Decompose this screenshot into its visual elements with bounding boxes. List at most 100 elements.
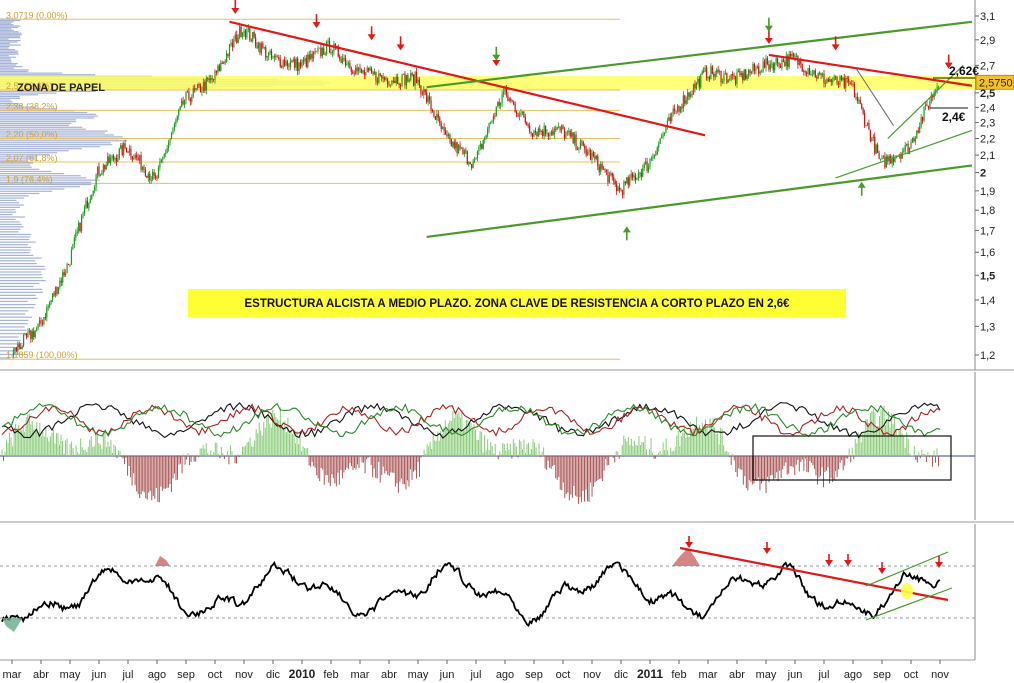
- candle-body: [736, 72, 738, 84]
- fib-label: 3,0719 (0,00%): [6, 10, 68, 20]
- x-tick-label: nov: [583, 669, 601, 681]
- candle-body: [639, 172, 641, 174]
- candle-body: [856, 96, 858, 101]
- candle-body: [766, 58, 769, 65]
- candle-body: [878, 152, 880, 159]
- candle-body: [117, 158, 119, 162]
- candle-body: [192, 88, 194, 97]
- candle-body: [771, 63, 773, 65]
- candle-body: [12, 350, 15, 356]
- volume-bar: [0, 119, 77, 121]
- candle-body: [492, 116, 494, 122]
- candle-body: [253, 32, 255, 38]
- candle-body: [591, 152, 593, 160]
- candle-body: [400, 85, 402, 86]
- candle-body: [227, 53, 229, 57]
- volume-bar: [0, 99, 11, 101]
- candle-body: [724, 72, 726, 75]
- momentum-panel: [0, 524, 976, 661]
- candle-body: [481, 144, 483, 149]
- candle-body: [750, 71, 753, 74]
- candle-body: [840, 76, 842, 80]
- volume-bar: [0, 41, 18, 43]
- candle-body: [411, 73, 413, 75]
- candle-body: [598, 166, 600, 173]
- candle-body: [539, 128, 541, 132]
- volume-bar: [0, 72, 63, 74]
- volume-bar: [0, 343, 23, 345]
- y-tick-label: 1,8: [980, 205, 995, 217]
- x-tick-label: jul: [817, 669, 829, 681]
- candle-body: [745, 69, 747, 79]
- candle-body: [656, 147, 658, 155]
- candle-body: [340, 59, 342, 63]
- volume-bar: [0, 22, 12, 24]
- candle-body: [149, 173, 151, 181]
- candle-body: [571, 132, 573, 137]
- x-tick-label: nov: [931, 669, 949, 681]
- candle-body: [806, 72, 808, 74]
- x-tick-label: may: [408, 669, 429, 681]
- candle-body: [468, 162, 470, 164]
- candle-body: [721, 81, 724, 83]
- candle-body: [140, 155, 142, 170]
- candle-body: [542, 131, 544, 137]
- candle-body: [101, 172, 103, 176]
- candle-body: [81, 216, 83, 232]
- candle-body: [524, 116, 526, 123]
- candle-body: [65, 273, 67, 276]
- candle-body: [159, 161, 161, 168]
- candle-body: [49, 302, 51, 307]
- volume-bar: [0, 134, 114, 136]
- candle-body: [807, 68, 809, 74]
- y-tick-label: 2,2: [980, 133, 995, 145]
- candle-body: [221, 62, 223, 64]
- volume-bar: [0, 226, 24, 228]
- candle-body: [794, 56, 796, 58]
- candle-body: [936, 86, 938, 91]
- candle-body: [508, 98, 510, 101]
- candle-body: [427, 96, 429, 103]
- candle-body: [270, 50, 273, 59]
- candle-body: [295, 58, 297, 68]
- candle-body: [655, 154, 657, 156]
- candle-body: [836, 77, 838, 84]
- candle-body: [343, 57, 345, 59]
- candle-body: [305, 58, 307, 67]
- candle-body: [375, 71, 377, 81]
- candle-body: [313, 51, 315, 59]
- volume-bar: [0, 53, 19, 55]
- volume-bar: [0, 113, 96, 115]
- candle-body: [708, 76, 711, 80]
- candle-body: [255, 37, 257, 46]
- candle-body: [560, 125, 563, 131]
- candle-body: [54, 287, 57, 296]
- candle-body: [346, 63, 348, 66]
- volume-bar: [0, 179, 100, 181]
- candle-body: [684, 95, 686, 104]
- candle-body: [862, 108, 864, 114]
- y-tick-label: 1,6: [980, 247, 995, 259]
- sell-arrow-icon: [396, 36, 405, 51]
- candle-body: [740, 73, 742, 76]
- candle-body: [787, 55, 789, 67]
- y-tick-label: 1,2: [980, 350, 995, 362]
- x-tick-label: mar: [351, 669, 370, 681]
- candle-body: [291, 61, 293, 63]
- x-tick-label: nov: [235, 669, 253, 681]
- candle-body: [566, 131, 568, 133]
- candle-body: [430, 100, 432, 110]
- candle-body: [424, 89, 426, 93]
- candle-body: [762, 61, 764, 72]
- candle-body: [147, 173, 149, 178]
- volume-bar: [0, 21, 14, 23]
- candle-body: [23, 335, 25, 346]
- candle-body: [91, 194, 93, 200]
- x-tick-label: may: [60, 669, 81, 681]
- candle-body: [386, 78, 389, 85]
- candle-body: [485, 135, 487, 138]
- candle-body: [52, 293, 54, 300]
- candle-body: [758, 66, 760, 74]
- candle-body: [28, 330, 30, 333]
- candle-body: [743, 69, 745, 81]
